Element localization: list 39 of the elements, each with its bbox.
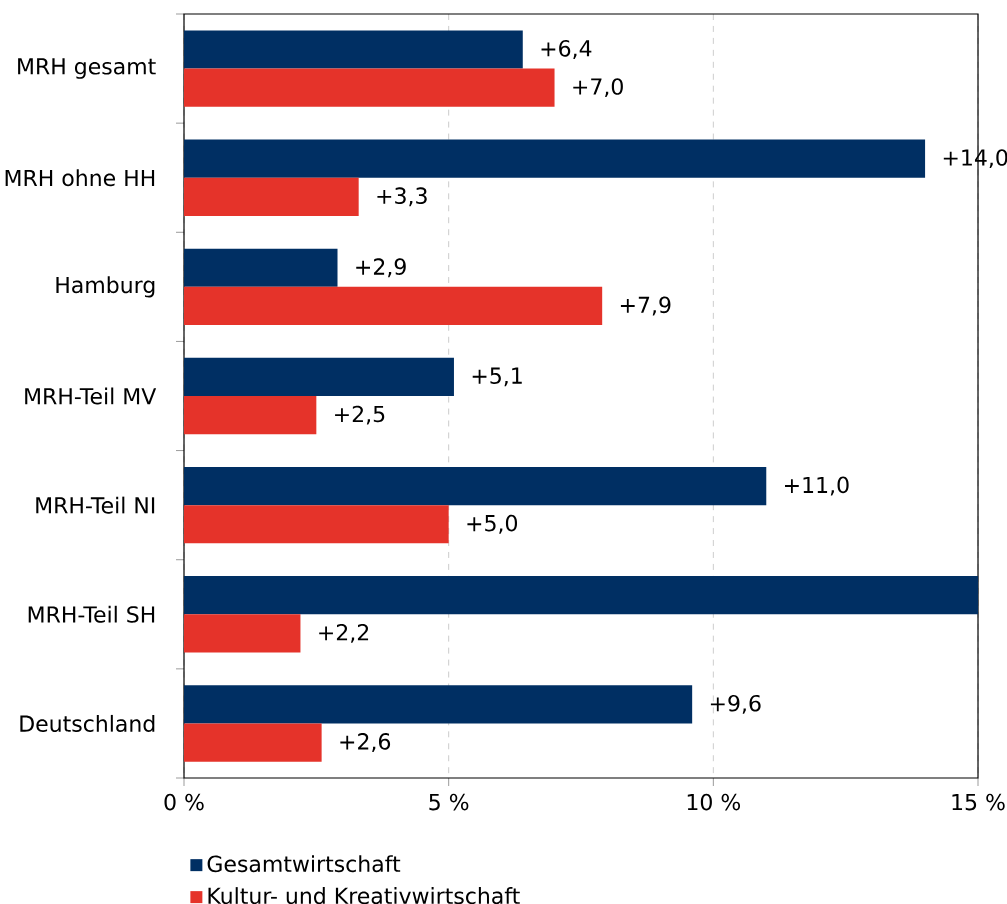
y-tick-label: Hamburg bbox=[56, 276, 155, 298]
bar bbox=[184, 286, 603, 326]
y-tick-label: MRH-Teil MV bbox=[25, 387, 157, 405]
bar bbox=[184, 30, 523, 69]
x-tick-label: 15 % bbox=[952, 793, 1005, 811]
data-label: +11,0 bbox=[785, 476, 849, 496]
y-tick-label: Deutschland bbox=[20, 714, 155, 732]
data-label: +5,1 bbox=[472, 367, 522, 387]
bar bbox=[184, 685, 693, 724]
y-tick-label: MRH gesamt bbox=[18, 58, 156, 79]
legend-label: Kultur- und Kreativwirtschaft bbox=[208, 887, 520, 904]
bar bbox=[184, 177, 359, 216]
data-label: +2,9 bbox=[356, 258, 406, 278]
y-tick-label: MRH-Teil NI bbox=[36, 496, 155, 514]
data-label: +2,2 bbox=[319, 623, 369, 643]
y-tick-label: MRH-Teil SH bbox=[28, 605, 155, 623]
x-tick-label: 5 % bbox=[429, 793, 469, 811]
bar bbox=[184, 576, 979, 615]
bar bbox=[184, 723, 322, 762]
data-label: +7,0 bbox=[573, 78, 623, 98]
data-label: +2,5 bbox=[335, 405, 385, 425]
legend-label: Gesamtwirtschaft bbox=[207, 855, 401, 873]
x-tick-label: 10 % bbox=[687, 793, 741, 811]
bar bbox=[184, 139, 926, 178]
data-label: +5,0 bbox=[467, 514, 518, 534]
bar bbox=[184, 248, 338, 287]
bar bbox=[184, 396, 317, 435]
bar bbox=[184, 68, 555, 107]
data-label: +3,3 bbox=[377, 187, 427, 207]
data-label: +6,4 bbox=[541, 40, 592, 59]
bar bbox=[184, 505, 449, 544]
data-label: +2,6 bbox=[340, 733, 391, 752]
data-label: +9,6 bbox=[710, 694, 761, 714]
y-tick-label: MRH ohne HH bbox=[5, 169, 155, 187]
bar bbox=[184, 357, 454, 397]
data-label: +7,9 bbox=[620, 296, 671, 316]
bar bbox=[184, 614, 301, 653]
x-tick-label: 0 % bbox=[164, 793, 204, 811]
bar bbox=[184, 466, 767, 506]
